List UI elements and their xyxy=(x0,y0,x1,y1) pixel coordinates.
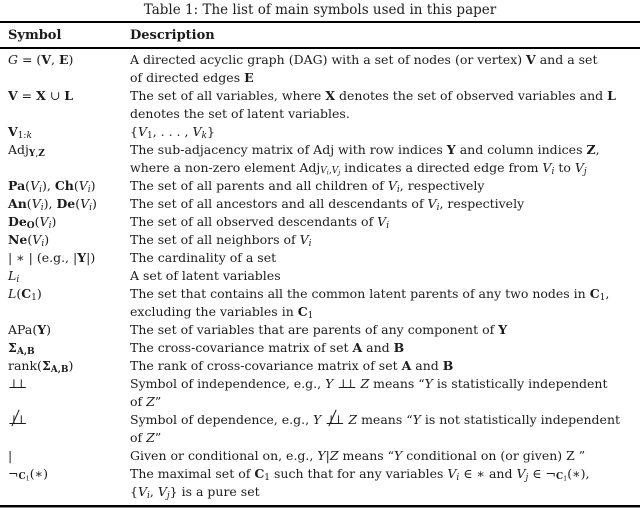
table-row: ⊥⊥ Symbol of dependence, e.g., Y ⊥⊥ Z me… xyxy=(0,411,640,447)
table-header-row: Symbol Description xyxy=(0,23,640,47)
symbol-cell: V1:k xyxy=(8,123,32,141)
table-row: rank(ΣA,B) The rank of cross-covariance … xyxy=(0,357,640,375)
table-row: An(Vi), De(Vi) The set of all ancestors … xyxy=(0,195,640,213)
description-cell: Symbol of dependence, e.g., Y ⊥⊥ Z means… xyxy=(130,411,621,445)
description-cell: A directed acyclic graph (DAG) with a se… xyxy=(130,51,598,85)
table-row: ⊥⊥ Symbol of independence, e.g., Y ⊥⊥ Z … xyxy=(0,375,640,411)
symbol-cell: Ne(Vi) xyxy=(8,231,50,249)
table-row: DeO(Vi) The set of all observed descenda… xyxy=(0,213,640,231)
description-cell: The set of variables that are parents of… xyxy=(130,321,508,337)
table-row: ΣA,B The cross-covariance matrix of set … xyxy=(0,339,640,357)
table-row: ¬C1(∗) The maximal set of C1 such that f… xyxy=(0,465,640,501)
description-cell: The cardinality of a set xyxy=(130,249,277,265)
description-column-header: Description xyxy=(130,28,215,43)
description-cell: The set that contains all the common lat… xyxy=(130,285,610,321)
table-row: G = (V, E) A directed acyclic graph (DAG… xyxy=(0,51,640,87)
symbol-cell: V = X ∪ L xyxy=(8,87,74,103)
symbol-cell: ΣA,B xyxy=(8,339,35,357)
description-cell: The maximal set of C1 such that for any … xyxy=(130,465,590,501)
bottom-rule-thin-line xyxy=(0,506,640,508)
symbol-column-header: Symbol xyxy=(8,28,62,43)
symbol-cell: | ∗ | (e.g., |Y|) xyxy=(8,249,96,265)
symbol-cell: L(C1) xyxy=(8,285,42,303)
symbol-cell: DeO(Vi) xyxy=(8,213,57,231)
symbol-cell: ⊥⊥ xyxy=(8,411,27,427)
table-row: Pa(Vi), Ch(Vi) The set of all parents an… xyxy=(0,177,640,195)
symbol-cell: Li xyxy=(8,267,20,285)
table-row: L(C1) The set that contains all the comm… xyxy=(0,285,640,321)
description-cell: The sub-adjacency matrix of Adj with row… xyxy=(130,141,600,177)
description-cell: The cross-covariance matrix of set A and… xyxy=(130,339,405,355)
table-bottom-rule xyxy=(0,504,640,508)
description-cell: The set of all ancestors and all descend… xyxy=(130,195,525,213)
description-cell: Given or conditional on, e.g., Y|Z means… xyxy=(130,447,586,463)
description-cell: The set of all variables, where X denote… xyxy=(130,87,616,121)
symbol-cell: An(Vi), De(Vi) xyxy=(8,195,97,213)
symbol-cell: AdjY,Z xyxy=(8,141,45,159)
bottom-rule-thick-line xyxy=(0,504,640,507)
description-cell: The set of all observed descendants of V… xyxy=(130,213,390,231)
table-row: | Given or conditional on, e.g., Y|Z mea… xyxy=(0,447,640,465)
description-cell: {V1, . . . , Vk} xyxy=(130,123,215,141)
table-row: AdjY,Z The sub-adjacency matrix of Adj w… xyxy=(0,141,640,177)
symbol-cell: G = (V, E) xyxy=(8,51,74,67)
description-cell: The set of all neighbors of Vi xyxy=(130,231,312,249)
symbol-table-body: G = (V, E) A directed acyclic graph (DAG… xyxy=(0,49,640,501)
table-row: APa(Y) The set of variables that are par… xyxy=(0,321,640,339)
table-caption: Table 1: The list of main symbols used i… xyxy=(143,2,497,18)
table-top-rule xyxy=(0,21,640,23)
symbol-cell: | xyxy=(8,447,13,463)
description-cell: The set of all parents and all children … xyxy=(130,177,485,195)
description-cell: A set of latent variables xyxy=(130,267,281,283)
table-row: | ∗ | (e.g., |Y|) The cardinality of a s… xyxy=(0,249,640,267)
symbol-cell: ⊥⊥ xyxy=(8,375,27,391)
table-row: Li A set of latent variables xyxy=(0,267,640,285)
symbol-cell: rank(ΣA,B) xyxy=(8,357,74,375)
table-row: V1:k {V1, . . . , Vk} xyxy=(0,123,640,141)
table-row: Ne(Vi) The set of all neighbors of Vi xyxy=(0,231,640,249)
description-cell: The rank of cross-covariance matrix of s… xyxy=(130,357,454,373)
symbol-cell: APa(Y) xyxy=(8,321,52,337)
table-mid-rule xyxy=(0,47,640,49)
table-row: V = X ∪ L The set of all variables, wher… xyxy=(0,87,640,123)
symbol-cell: ¬C1(∗) xyxy=(8,465,49,483)
description-cell: Symbol of independence, e.g., Y ⊥⊥ Z mea… xyxy=(130,375,608,409)
symbol-cell: Pa(Vi), Ch(Vi) xyxy=(8,177,96,195)
